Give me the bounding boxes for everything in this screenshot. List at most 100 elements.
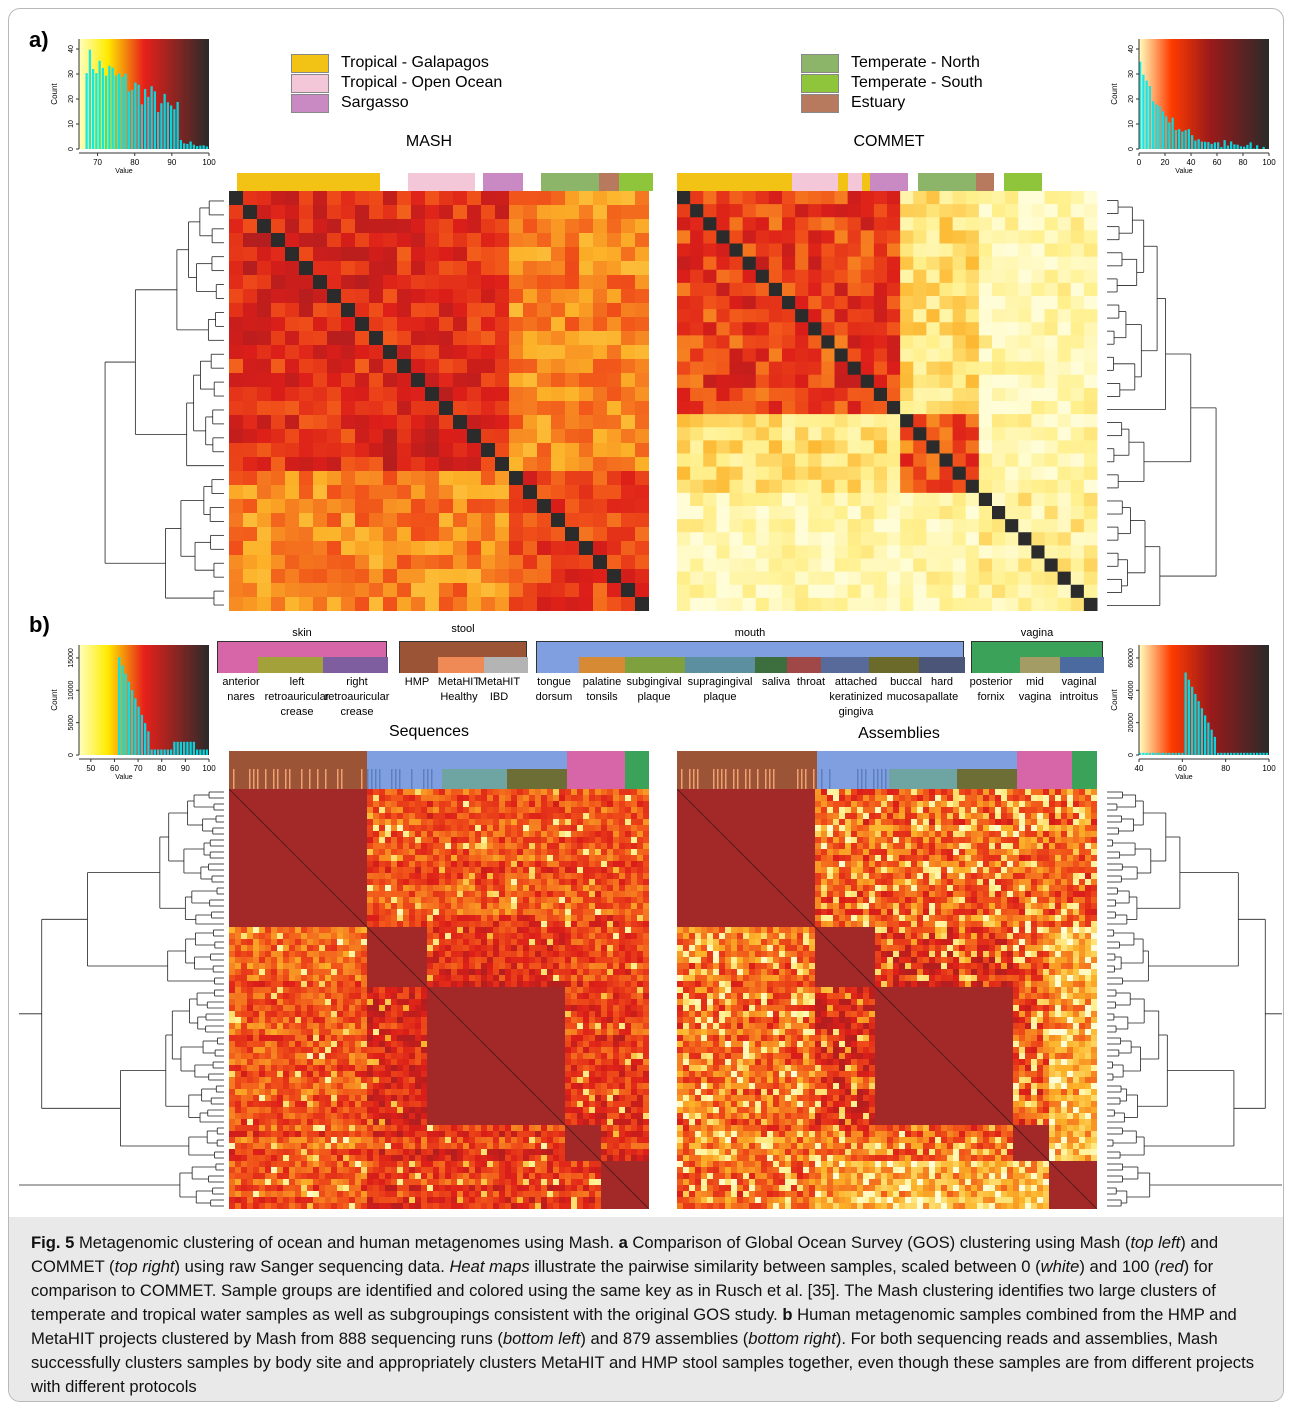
heatmap-cell: [247, 897, 254, 904]
heatmap-cell: [631, 861, 638, 868]
heatmap-cell: [782, 217, 796, 231]
heatmap-cell: [834, 466, 849, 481]
heatmap-cell: [313, 963, 320, 970]
heatmap-cell: [463, 867, 470, 874]
heatmap-cell: [397, 345, 412, 360]
heatmap-cell: [619, 993, 626, 1000]
heatmap-cell: [385, 879, 392, 886]
heatmap-cell: [742, 322, 757, 336]
heatmap-cell: [265, 903, 272, 910]
heatmap-cell: [517, 915, 524, 922]
heatmap-cell: [926, 466, 940, 481]
heatmap-cell: [547, 807, 554, 814]
heatmap-cell: [301, 915, 308, 922]
heatmap-cell: [551, 485, 566, 500]
heatmap-cell: [535, 939, 542, 946]
heatmap-cell: [860, 361, 875, 376]
heatmap-cell: [768, 466, 783, 481]
heatmap-cell: [523, 541, 538, 556]
heatmap-cell: [1044, 387, 1059, 402]
heatmap-cell: [873, 243, 888, 258]
heatmap-cell: [1031, 545, 1045, 559]
heatmap-cell: [742, 571, 757, 586]
heatmap-cell: [643, 945, 649, 952]
heatmap-cell: [992, 558, 1006, 573]
heatmap-cell: [625, 873, 632, 880]
heatmap-cell: [403, 981, 410, 988]
heatmap-cell: [677, 492, 691, 507]
heatmap-cell: [729, 387, 744, 402]
heatmap-cell: [391, 915, 398, 922]
heatmap-cell: [755, 269, 770, 284]
heatmap-cell: [451, 897, 458, 904]
heatmap-cell: [992, 361, 1006, 376]
heatmap-cell: [439, 345, 454, 360]
heatmap-cell: [451, 861, 458, 868]
heatmap-cell: [493, 819, 500, 826]
heatmap-cell: [1070, 191, 1085, 205]
heatmap-cell: [593, 597, 608, 611]
heatmap-cell: [259, 885, 266, 892]
heatmap-cell: [834, 506, 849, 520]
heatmap-cell: [607, 981, 614, 988]
heatmap-cell: [1083, 322, 1098, 336]
heatmap-cell: [495, 401, 510, 416]
heatmap-cell: [313, 933, 320, 940]
heatmap-cell: [795, 545, 809, 559]
histogram-bar: [179, 139, 183, 149]
heatmap-cell: [283, 837, 290, 844]
heatmap-cell: [1005, 309, 1019, 323]
heatmap-cell: [860, 282, 875, 297]
heatmap-cell: [742, 492, 757, 507]
heatmap-cell: [939, 335, 954, 349]
heatmap-cell: [635, 555, 649, 570]
heatmap-cell: [355, 933, 362, 940]
heatmap-cell: [795, 597, 809, 611]
heatmap-cell: [834, 597, 849, 611]
heatmap-cell: [1083, 519, 1098, 533]
heatmap-cell: [517, 921, 524, 928]
heatmap-cell: [565, 921, 572, 928]
heatmap-cell: [589, 837, 596, 844]
heatmap-cell: [341, 583, 356, 598]
heatmap-cell: [535, 951, 542, 958]
heatmap-cell: [1005, 558, 1019, 573]
heatmap-cell: [453, 289, 468, 304]
heatmap-cell: [939, 322, 954, 336]
heatmap-cell: [553, 831, 560, 838]
heatmap-cell: [421, 999, 428, 1006]
heatmap-cell: [253, 915, 260, 922]
heatmap-cell: [235, 843, 242, 850]
heatmap-cell: [379, 807, 386, 814]
heatmap-cell: [551, 429, 566, 444]
heatmap-cell: [271, 825, 278, 832]
heatmap-cell: [285, 331, 300, 346]
heatmap-cell: [900, 296, 914, 310]
heatmap-cell: [887, 571, 901, 586]
heatmap-cell: [847, 584, 862, 599]
histogram-bar: [1239, 146, 1243, 149]
heatmap-cell: [439, 387, 454, 402]
heatmap-cell: [373, 903, 380, 910]
heatmap-cell: [834, 558, 849, 573]
heatmap-cell: [523, 485, 538, 500]
heatmap-cell: [265, 795, 272, 802]
heatmap-cell: [241, 969, 248, 976]
heatmap-cell: [241, 861, 248, 868]
heatmap-cell: [607, 843, 614, 850]
heatmap-cell: [511, 945, 518, 952]
heatmap-cell: [1083, 269, 1098, 284]
heatmap-cell: [637, 861, 644, 868]
heatmap-cell: [277, 957, 284, 964]
heatmap-cell: [978, 571, 993, 586]
heatmap-cell: [716, 453, 730, 468]
heatmap-cell: [391, 819, 398, 826]
heatmap-cell: [631, 885, 638, 892]
heatmap-cell: [259, 789, 266, 796]
heatmap-cell: [571, 879, 578, 886]
heatmap-cell: [337, 921, 344, 928]
heatmap-cell: [453, 359, 468, 374]
heatmap-cell: [900, 466, 914, 481]
heatmap-cell: [808, 584, 822, 599]
heatmap-cell: [742, 230, 757, 244]
